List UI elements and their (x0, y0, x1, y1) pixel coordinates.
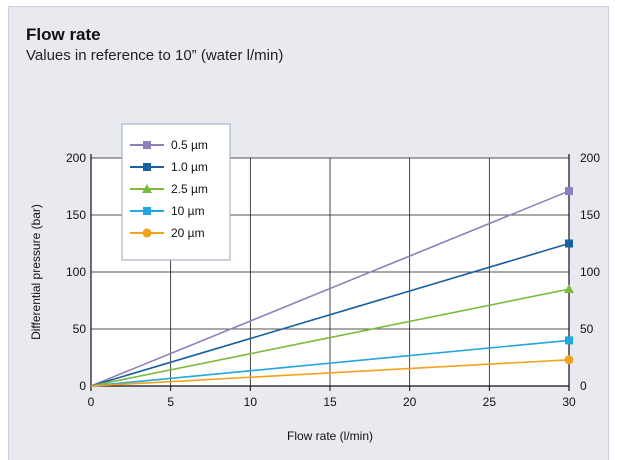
series-marker-1 (565, 187, 573, 196)
series-marker-5 (564, 355, 574, 365)
legend-marker (142, 228, 152, 238)
legend-box (121, 123, 231, 261)
legend-label: 1.0 µm (171, 160, 208, 174)
legend-label: 10 µm (171, 204, 205, 218)
legend-marker (143, 163, 151, 171)
y-tick-label-left: 0 (79, 379, 86, 393)
x-tick-label: 5 (167, 395, 174, 409)
legend-label: 20 µm (171, 226, 205, 240)
series-marker-4 (565, 336, 573, 345)
legend-marker (143, 207, 151, 215)
x-tick-label: 15 (323, 395, 337, 409)
chart-subtitle: Values in reference to 10” (water l/min) (26, 47, 284, 64)
y-tick-label-right: 0 (580, 379, 587, 393)
y-tick-label-right: 100 (580, 265, 600, 279)
x-tick-label: 30 (562, 395, 576, 409)
y-tick-label-left: 50 (73, 322, 87, 336)
chart-title: Flow rate (26, 25, 101, 44)
y-tick-label-right: 50 (580, 322, 594, 336)
x-tick-label: 0 (88, 395, 95, 409)
y-tick-label-right: 200 (580, 151, 600, 165)
series-marker-3 (564, 284, 574, 294)
legend-marker (143, 141, 151, 149)
series-line-5 (90, 358, 570, 387)
y-tick-label-left: 150 (66, 208, 86, 222)
series-line-1 (90, 190, 570, 387)
y-tick-label-left: 200 (66, 151, 86, 165)
legend-label: 2.5 µm (171, 182, 208, 196)
legend-marker (142, 184, 152, 193)
y-axis-label: Differential pressure (bar) (29, 204, 43, 340)
series-line-2 (90, 242, 570, 387)
series-marker-2 (565, 239, 573, 248)
y-tick-label-left: 100 (66, 265, 86, 279)
x-tick-label: 10 (244, 395, 258, 409)
y-tick-label-right: 150 (580, 208, 600, 222)
x-axis-label: Flow rate (l/min) (287, 429, 373, 443)
x-tick-label: 20 (403, 395, 417, 409)
legend-label: 0.5 µm (171, 138, 208, 152)
series-line-3 (90, 288, 570, 387)
x-tick-label: 25 (483, 395, 497, 409)
series-line-4 (90, 339, 570, 387)
